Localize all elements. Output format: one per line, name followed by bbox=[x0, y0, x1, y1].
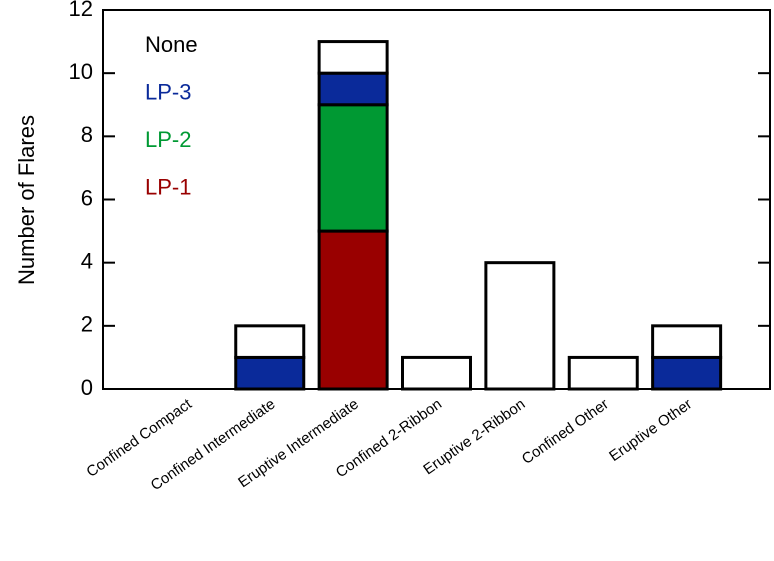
bar-segment bbox=[317, 40, 389, 75]
bar-segment bbox=[484, 261, 556, 391]
legend-label: None bbox=[145, 32, 198, 57]
x-tick-label: Confined Other bbox=[519, 396, 612, 468]
x-tick-label: Eruptive Other bbox=[606, 396, 695, 465]
bar-segment bbox=[567, 355, 639, 391]
y-tick-label: 2 bbox=[81, 312, 93, 337]
bar-segment bbox=[317, 103, 389, 233]
bar-segment bbox=[651, 324, 723, 359]
y-tick-label: 8 bbox=[81, 122, 93, 147]
legend-label: LP-3 bbox=[145, 79, 191, 104]
bar-segment bbox=[401, 355, 472, 391]
bar-segment bbox=[317, 71, 389, 107]
bar-segment bbox=[234, 324, 306, 359]
y-tick-label: 6 bbox=[81, 185, 93, 210]
y-tick-label: 4 bbox=[81, 248, 93, 273]
bar-segment bbox=[234, 355, 306, 391]
legend-label: LP-2 bbox=[145, 127, 191, 152]
legend-label: LP-1 bbox=[145, 174, 191, 199]
bar-segment bbox=[317, 229, 389, 391]
plot-frame bbox=[102, 9, 771, 390]
bar-segment bbox=[651, 355, 723, 391]
y-tick-label: 12 bbox=[69, 0, 93, 21]
y-tick-label: 0 bbox=[81, 375, 93, 400]
y-tick-label: 10 bbox=[69, 59, 93, 84]
y-axis-label: Number of Flares bbox=[14, 115, 39, 285]
